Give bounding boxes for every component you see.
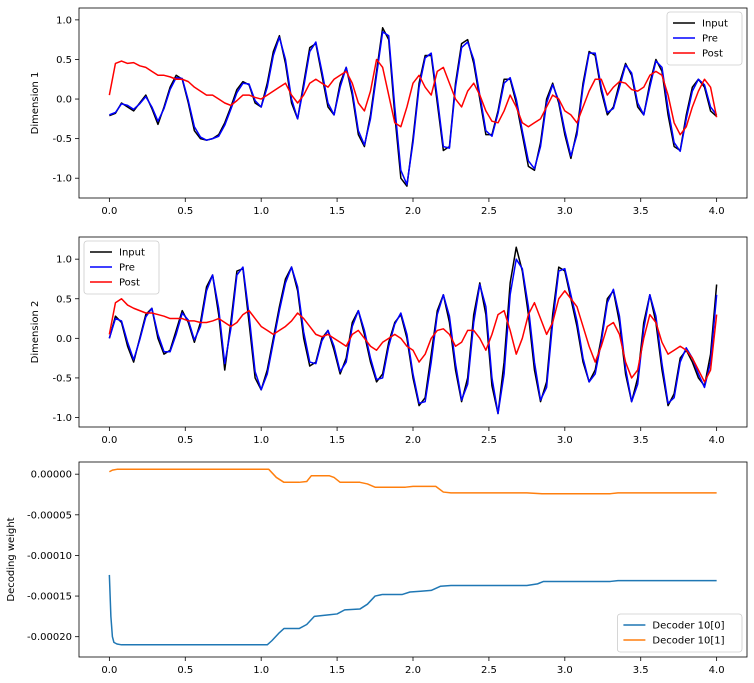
legend-box bbox=[617, 613, 743, 653]
x-tick-label: 0.0 bbox=[101, 665, 117, 676]
x-tick-label: 1.0 bbox=[253, 665, 269, 676]
legend: Decoder 10[0] Decoder 10[1] bbox=[617, 613, 743, 653]
legend-label: Input bbox=[119, 248, 145, 259]
y-axis-label: Dimension 2 bbox=[30, 301, 41, 364]
x-tick-label: 2.5 bbox=[481, 206, 497, 217]
x-tick-label: 0.5 bbox=[177, 206, 193, 217]
legend-label: Post bbox=[119, 278, 140, 289]
legend-label: Input bbox=[702, 19, 728, 30]
x-tick-label: 0.5 bbox=[177, 435, 193, 446]
series-line-decoder-10-0 bbox=[108, 574, 717, 646]
x-tick-label: 1.5 bbox=[329, 665, 345, 676]
x-tick-label: 3.0 bbox=[557, 665, 573, 676]
x-tick-label: 1.5 bbox=[329, 435, 345, 446]
legend-box bbox=[83, 240, 160, 295]
x-tick-label: 2.5 bbox=[481, 665, 497, 676]
y-tick-label: -0.5 bbox=[52, 134, 72, 145]
y-tick-label: 0.0 bbox=[56, 334, 72, 345]
x-tick-label: 0.5 bbox=[177, 665, 193, 676]
x-tick-label: 0.0 bbox=[101, 206, 117, 217]
legend-label: Decoder 10[1] bbox=[652, 636, 724, 647]
x-tick-label: 4.0 bbox=[709, 206, 725, 217]
x-tick-label: 2.5 bbox=[481, 435, 497, 446]
x-tick-label: 3.0 bbox=[557, 435, 573, 446]
y-tick-label: 1.0 bbox=[56, 15, 72, 26]
legend-label: Pre bbox=[702, 34, 718, 45]
legend-label: Pre bbox=[119, 263, 135, 274]
y-tick-label: -1.0 bbox=[52, 174, 72, 185]
legend-box bbox=[666, 11, 743, 66]
y-tick-label: 1.0 bbox=[56, 255, 72, 266]
chart-panel-2: 0.0 0.5 1.0 1.5 2.0 2.5 3.0 3.5 4.0 -1.0 -0.5 0.0 0.… bbox=[30, 236, 748, 446]
x-tick-label: 4.0 bbox=[709, 435, 725, 446]
x-tick-label: 3.0 bbox=[557, 206, 573, 217]
series-line-post bbox=[108, 290, 718, 383]
y-tick-label: 0.0 bbox=[56, 95, 72, 106]
series-line-decoder-10-1 bbox=[109, 468, 717, 495]
chart-panel-3: 0.0 0.5 1.0 1.5 2.0 2.5 3.0 3.5 4.0 0.00000 -0.000… bbox=[6, 461, 748, 676]
y-tick-label: -0.00015 bbox=[27, 592, 72, 603]
x-tick-label: 2.0 bbox=[405, 665, 421, 676]
chart-panel-1: 0.0 0.5 1.0 1.5 2.0 2.5 3.0 3.5 4.0 -1.0 -0.5 0.0 0.… bbox=[30, 7, 748, 217]
y-tick-label: -1.0 bbox=[52, 413, 72, 424]
y-axis-label: Dimension 1 bbox=[30, 72, 41, 135]
x-tick-label: 0.0 bbox=[101, 435, 117, 446]
y-axis-label: Decoding weight bbox=[6, 517, 17, 601]
x-tick-label: 1.5 bbox=[329, 206, 345, 217]
legend: Input Pre Post bbox=[83, 240, 160, 295]
y-tick-label: -0.00005 bbox=[27, 510, 72, 521]
y-tick-label: -0.5 bbox=[52, 373, 72, 384]
x-tick-label: 3.5 bbox=[633, 206, 649, 217]
series-line-post bbox=[108, 58, 718, 136]
legend: Input Pre Post bbox=[666, 11, 743, 66]
series-line-pre bbox=[108, 258, 718, 415]
x-tick-label: 1.0 bbox=[253, 206, 269, 217]
x-tick-label: 1.0 bbox=[253, 435, 269, 446]
legend-label: Post bbox=[702, 49, 723, 60]
y-tick-label: -0.00010 bbox=[27, 551, 72, 562]
legend-label: Decoder 10[0] bbox=[652, 621, 724, 632]
x-tick-label: 2.0 bbox=[405, 435, 421, 446]
series-line-pre bbox=[109, 31, 718, 186]
x-tick-label: 2.0 bbox=[405, 206, 421, 217]
y-tick-label: 0.5 bbox=[56, 55, 72, 66]
panels: 0.0 0.5 1.0 1.5 2.0 2.5 3.0 3.5 4.0-1.0-0.50.00.… bbox=[6, 7, 748, 676]
x-tick-label: 3.5 bbox=[633, 435, 649, 446]
x-tick-label: 4.0 bbox=[709, 665, 725, 676]
y-tick-label: -0.00020 bbox=[27, 632, 72, 643]
x-tick-label: 3.5 bbox=[633, 665, 649, 676]
y-tick-label: 0.00000 bbox=[31, 470, 72, 481]
y-tick-label: 0.5 bbox=[56, 294, 72, 305]
